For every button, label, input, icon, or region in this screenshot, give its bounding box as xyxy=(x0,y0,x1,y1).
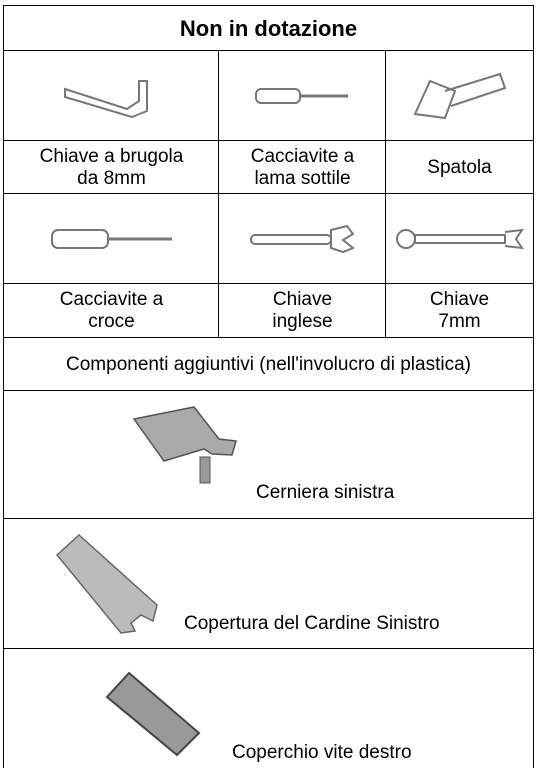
line: lama sottile xyxy=(254,167,351,189)
line: Chiave xyxy=(429,289,490,310)
wrench-icon xyxy=(249,224,355,254)
component-label: Cerniera sinistra xyxy=(256,482,395,503)
tool-label: Spatola xyxy=(385,140,534,194)
tool-label: Chiave 7mm xyxy=(385,283,534,338)
component-label: Coperchio vite destro xyxy=(232,742,412,763)
line: Chiave a brugola xyxy=(39,145,184,167)
component-row: Copertura del Cardine Sinistro xyxy=(3,518,534,649)
hex-key-icon xyxy=(63,80,148,119)
tool-label: Chiave a brugola da 8mm xyxy=(3,140,219,194)
line: 7mm xyxy=(438,311,481,332)
line: Chiave xyxy=(272,289,333,310)
icon-cell xyxy=(385,193,534,284)
line: croce xyxy=(88,311,135,332)
icon-cell xyxy=(3,193,219,284)
tool-label: Chiave inglese xyxy=(218,283,386,338)
spanner-icon xyxy=(395,228,524,250)
line: Cacciavite a xyxy=(59,289,164,310)
section-header: Componenti aggiuntivi (nell'involucro di… xyxy=(3,337,534,391)
icon-cell xyxy=(218,193,386,284)
line: da 8mm xyxy=(77,167,146,189)
component-label: Copertura del Cardine Sinistro xyxy=(184,613,440,634)
icon-cell xyxy=(385,50,534,141)
line: Spatola xyxy=(427,156,492,178)
component-row: Cerniera sinistra xyxy=(3,390,534,519)
hinge-icon xyxy=(132,406,237,484)
tool-label: Cacciavite a croce xyxy=(3,283,219,338)
hinge-cover-icon xyxy=(55,533,158,634)
icon-cell xyxy=(3,50,219,141)
spatula-icon xyxy=(413,72,506,120)
table-title: Non in dotazione xyxy=(3,5,534,51)
icon-cell xyxy=(218,50,386,141)
screwdriver-icon xyxy=(254,88,348,104)
component-row: Coperchio vite destro xyxy=(3,648,534,768)
screw-cover-icon xyxy=(105,671,201,757)
screwdriver-icon xyxy=(50,229,172,249)
line: Cacciavite a xyxy=(250,145,355,167)
tool-label: Cacciavite a lama sottile xyxy=(218,140,386,194)
line: inglese xyxy=(272,311,333,332)
